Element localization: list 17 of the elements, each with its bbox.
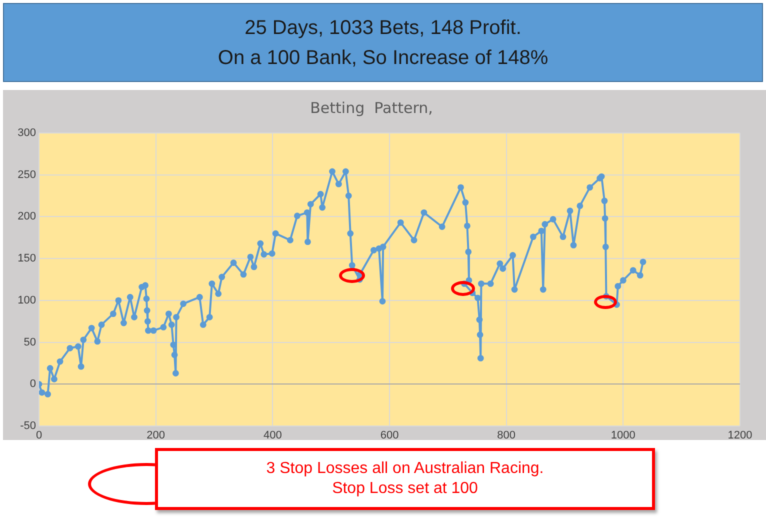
y-tick-label: 50 (24, 336, 36, 348)
y-tick-label: 150 (18, 252, 36, 265)
x-tick-label: 400 (263, 430, 282, 442)
y-tick-label: -50 (20, 420, 36, 432)
y-tick-label: 300 (18, 127, 36, 140)
text: 3 Stop Losses all on Australian Racing. Stop Loss set at 100 (155, 448, 655, 510)
chart-title: Betting Pattern, (310, 98, 433, 117)
y-tick-label: 100 (18, 294, 36, 306)
x-tick-label: 600 (380, 430, 399, 442)
text: 25 Days, 1033 Bets, 148 Profit. On a 100 Bank, So Increase of 148% (3, 3, 763, 82)
x-tick-label: 1000 (610, 430, 636, 442)
x-tick-label: 800 (497, 430, 516, 442)
x-tick-label: 200 (146, 430, 166, 442)
x-tick-label: 1200 (728, 430, 752, 442)
y-tick-label: 200 (18, 210, 36, 223)
y-tick-label: 250 (18, 168, 36, 181)
y-tick-label: 0 (30, 378, 36, 390)
